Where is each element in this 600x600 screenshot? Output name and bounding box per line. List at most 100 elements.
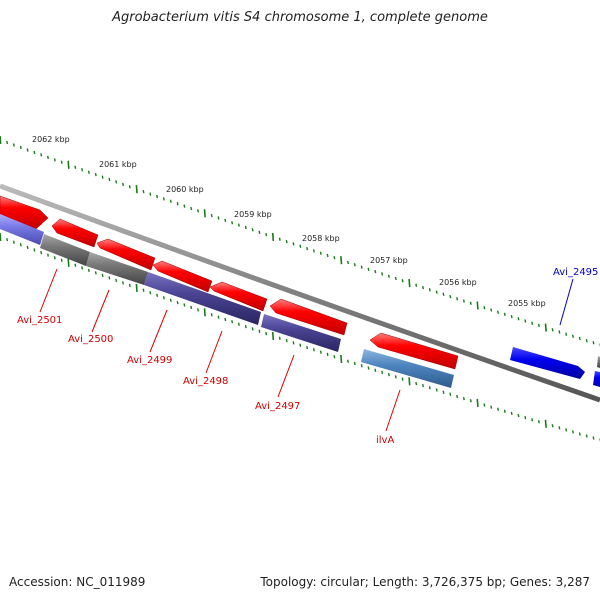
scale-tick [122,281,124,285]
cds-arrow-3[interactable] [96,238,156,271]
scale-tick [60,258,63,262]
scale-tick [367,267,370,272]
cds-block-steel[interactable] [361,349,454,388]
cds-block-gray-1[interactable] [40,234,90,266]
scale-tick [258,230,261,234]
cds-arrow-Avi_2495[interactable] [510,347,585,379]
leader-Avi_2495 [559,278,574,326]
scale-tick [394,276,397,281]
scale-tick [26,148,29,152]
scale-tick [251,228,254,232]
scale-tick [237,322,240,326]
scale-label-2057: 2057 kbp [370,256,408,265]
gene-label-Avi_2495: Avi_2495 [553,267,598,278]
scale-tick [278,336,281,340]
cds-block-gray-2[interactable] [86,252,148,285]
scale-tick [231,320,234,324]
scale-tick [517,413,520,418]
scale-tick [565,332,568,336]
scale-tick [572,334,574,338]
scale-tick [224,218,227,223]
scale-tick [490,405,493,409]
scale-tick [510,411,513,416]
scale-tick [537,323,540,328]
scale-tick [183,303,186,307]
scale-tick [190,305,193,310]
scale-tick [387,274,390,278]
scale-tick [544,419,547,428]
scale-tick [271,331,275,341]
scale-tick [442,292,445,296]
gene-label-Avi_2499: Avi_2499 [127,355,172,366]
scale-tick [292,242,295,246]
scale-tick [374,368,377,372]
cds-block-purple-2[interactable] [261,314,341,352]
scale-tick [333,256,336,260]
scale-tick [531,418,534,422]
scale-tick [449,392,452,396]
scale-tick [544,323,547,332]
scale-tick [169,199,172,203]
cds-block-purple-1[interactable] [144,272,261,325]
cds-arrow-5[interactable] [209,281,268,312]
scale-tick [340,354,343,364]
scale-label-2055: 2055 kbp [508,299,546,308]
scale-tick [101,273,104,278]
scale-tick [578,336,581,341]
scale-tick [285,338,288,343]
cds-arrow-1[interactable] [0,195,49,230]
scale-tick [149,192,152,196]
leader-Avi_2498 [205,330,223,374]
scale-tick [510,314,513,319]
scale-tick [135,185,138,194]
scale-tick [203,308,206,317]
scale-tick [156,293,159,297]
scale-tick [183,204,186,208]
scale-tick [592,341,595,345]
scale-tick [462,396,465,401]
scale-tick [108,276,111,280]
scale-tick [578,432,581,436]
scale-tick [306,345,309,350]
scale-tick [490,308,493,312]
scale-tick [428,386,431,390]
scale-tick [176,202,179,206]
genome-backbone [0,183,600,403]
scale-tick [360,364,363,368]
scale-tick [156,194,159,199]
scale-tick [47,155,49,160]
scale-tick [483,306,486,310]
scale-tick [101,175,104,179]
scale-tick [408,278,411,288]
scale-tick [169,298,172,302]
scale-tick [6,140,9,145]
scale-tick [319,350,322,354]
scale-tick [0,232,2,242]
scale-tick [537,420,540,424]
scale-tick [237,223,240,227]
scale-tick [469,399,472,403]
leader-Avi_2499 [149,309,168,353]
cds-arrow-2[interactable] [51,218,99,248]
scale-tick [592,436,595,440]
cds-arrow-ilvA[interactable] [369,332,459,370]
scale-tick [428,288,431,292]
scale-tick [558,426,561,430]
scale-tick [149,291,152,295]
scale-tick [476,398,479,407]
scale-tick [210,213,213,218]
cds-arrow-4[interactable] [152,260,213,293]
scale-tick [503,312,506,317]
cds-block-light-purple[interactable] [0,214,44,245]
scale-tick [585,339,588,343]
cds-arrow-6[interactable] [269,298,348,336]
scale-tick [231,221,234,225]
scale-tick [435,388,438,392]
scale-tick [251,327,254,331]
scale-tick [374,269,377,274]
scale-tick [265,232,268,237]
scale-tick [312,249,315,253]
cds-block-blue-edge[interactable] [593,371,600,387]
scale-tick [203,209,206,218]
scale-tick [115,180,118,184]
